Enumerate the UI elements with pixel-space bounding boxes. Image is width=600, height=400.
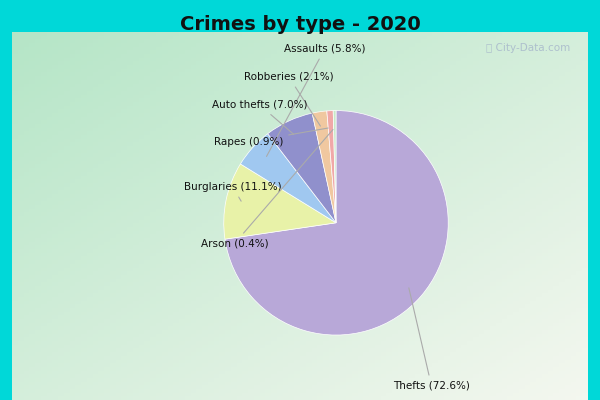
- Wedge shape: [224, 164, 336, 239]
- Text: ⓘ City-Data.com: ⓘ City-Data.com: [487, 43, 571, 53]
- Text: Crimes by type - 2020: Crimes by type - 2020: [179, 14, 421, 34]
- Text: Auto thefts (7.0%): Auto thefts (7.0%): [212, 100, 307, 134]
- Wedge shape: [312, 111, 336, 223]
- Wedge shape: [327, 111, 336, 223]
- Text: Robberies (2.1%): Robberies (2.1%): [244, 72, 334, 126]
- Wedge shape: [268, 113, 336, 223]
- Text: Arson (0.4%): Arson (0.4%): [201, 130, 333, 248]
- Text: Assaults (5.8%): Assaults (5.8%): [266, 44, 365, 156]
- Wedge shape: [241, 134, 336, 223]
- Text: Rapes (0.9%): Rapes (0.9%): [214, 128, 328, 147]
- Text: Thefts (72.6%): Thefts (72.6%): [393, 288, 470, 390]
- Text: Burglaries (11.1%): Burglaries (11.1%): [184, 182, 281, 201]
- Wedge shape: [225, 110, 448, 335]
- Wedge shape: [333, 110, 336, 223]
